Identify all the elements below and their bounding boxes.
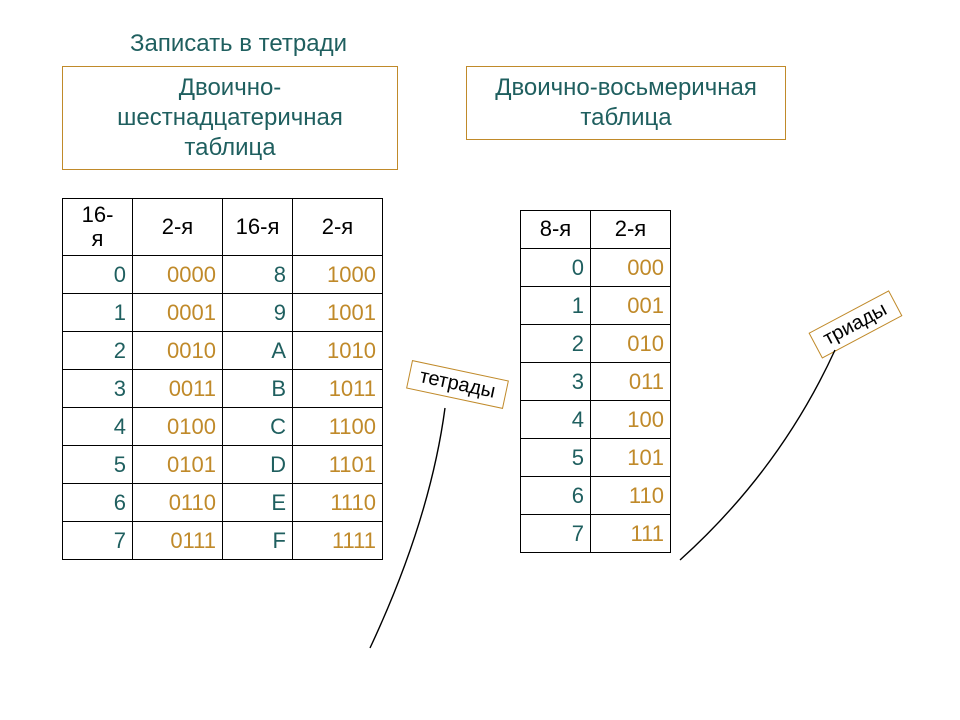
cell-bin: 0111	[133, 522, 223, 560]
cell-bin3: 100	[591, 401, 671, 439]
cell-bin3: 111	[591, 515, 671, 553]
cell-bin: 0001	[133, 294, 223, 332]
cell-bin3: 110	[591, 477, 671, 515]
cell-hex: 8	[223, 256, 293, 294]
table-row: 20010A1010	[63, 332, 383, 370]
cell-bin: 1110	[293, 484, 383, 522]
table-row: 4100	[521, 401, 671, 439]
cell-bin: 1001	[293, 294, 383, 332]
table-row: 1000191001	[63, 294, 383, 332]
cell-bin: 1010	[293, 332, 383, 370]
table-row: 1001	[521, 287, 671, 325]
cell-bin: 1011	[293, 370, 383, 408]
cell-hex: E	[223, 484, 293, 522]
cell-bin: 0000	[133, 256, 223, 294]
cell-bin: 0011	[133, 370, 223, 408]
table-row: 2010	[521, 325, 671, 363]
col-2b: 2-я	[293, 199, 383, 256]
heading-oct: Двоично-восьмеричная таблица	[466, 66, 786, 140]
table-row: 50101D1101	[63, 446, 383, 484]
col-16b: 16-я	[223, 199, 293, 256]
cell-bin3: 001	[591, 287, 671, 325]
table-row: 70111F1111	[63, 522, 383, 560]
heading-hex: Двоично-шестнадцатеричная таблица	[62, 66, 398, 170]
cell-bin3: 101	[591, 439, 671, 477]
callout-triads: триады	[808, 290, 902, 358]
table-row: 30011B1011	[63, 370, 383, 408]
cell-hex: 7	[63, 522, 133, 560]
hex-table: 16-я 2-я 16-я 2-я 0000081000100019100120…	[62, 198, 383, 560]
table-row: 40100C1100	[63, 408, 383, 446]
cell-oct: 4	[521, 401, 591, 439]
callout-tetrads: тетрады	[406, 360, 509, 409]
cell-hex: 0	[63, 256, 133, 294]
cell-bin: 1101	[293, 446, 383, 484]
cell-oct: 6	[521, 477, 591, 515]
table-header-row: 16-я 2-я 16-я 2-я	[63, 199, 383, 256]
table-row: 5101	[521, 439, 671, 477]
cell-bin3: 010	[591, 325, 671, 363]
col-8: 8-я	[521, 211, 591, 249]
cell-oct: 5	[521, 439, 591, 477]
cell-hex: D	[223, 446, 293, 484]
cell-bin: 0101	[133, 446, 223, 484]
cell-hex: A	[223, 332, 293, 370]
cell-bin: 1111	[293, 522, 383, 560]
cell-hex: 3	[63, 370, 133, 408]
table-row: 0000081000	[63, 256, 383, 294]
cell-hex: 6	[63, 484, 133, 522]
cell-oct: 0	[521, 249, 591, 287]
cell-hex: 2	[63, 332, 133, 370]
table-header-row: 8-я 2-я	[521, 211, 671, 249]
page-title: Записать в тетради	[130, 30, 347, 58]
cell-bin: 1100	[293, 408, 383, 446]
cell-hex: 1	[63, 294, 133, 332]
cell-bin3: 011	[591, 363, 671, 401]
cell-hex: 9	[223, 294, 293, 332]
table-row: 6110	[521, 477, 671, 515]
table-row: 7111	[521, 515, 671, 553]
cell-hex: B	[223, 370, 293, 408]
cell-oct: 2	[521, 325, 591, 363]
col-2a: 2-я	[133, 199, 223, 256]
cell-hex: C	[223, 408, 293, 446]
cell-bin: 1000	[293, 256, 383, 294]
col-16a: 16-я	[63, 199, 133, 256]
cell-oct: 1	[521, 287, 591, 325]
cell-bin: 0100	[133, 408, 223, 446]
cell-hex: F	[223, 522, 293, 560]
table-row: 0000	[521, 249, 671, 287]
cell-bin: 0110	[133, 484, 223, 522]
cell-bin3: 000	[591, 249, 671, 287]
cell-oct: 7	[521, 515, 591, 553]
oct-table: 8-я 2-я 00001001201030114100510161107111	[520, 210, 671, 553]
table-row: 3011	[521, 363, 671, 401]
table-row: 60110E1110	[63, 484, 383, 522]
cell-bin: 0010	[133, 332, 223, 370]
cell-hex: 4	[63, 408, 133, 446]
cell-oct: 3	[521, 363, 591, 401]
cell-hex: 5	[63, 446, 133, 484]
col-2: 2-я	[591, 211, 671, 249]
